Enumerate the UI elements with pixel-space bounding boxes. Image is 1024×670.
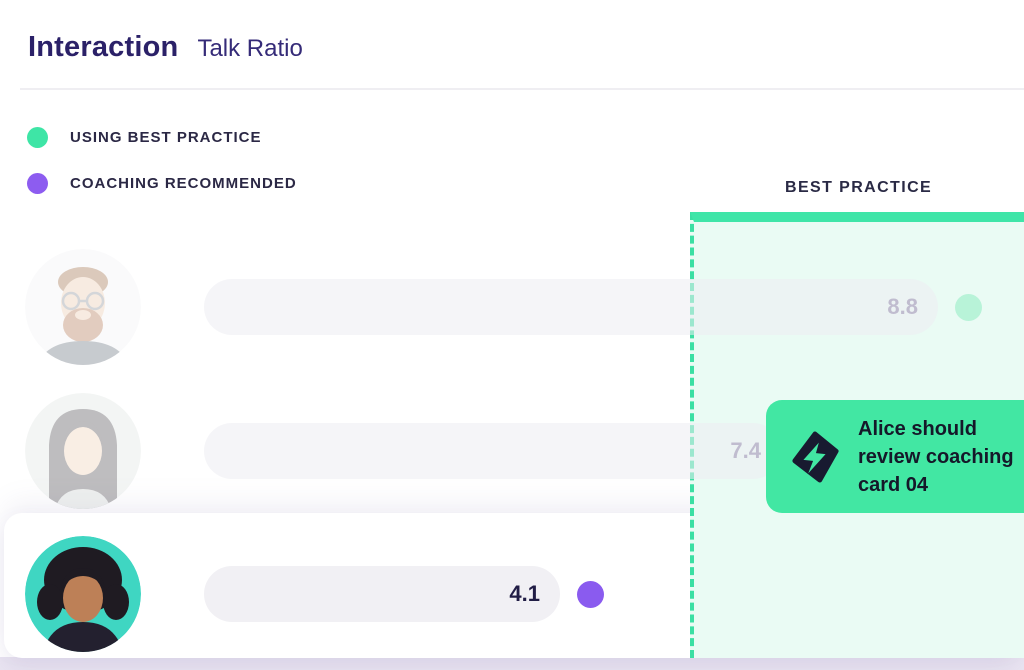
- avatar-man-with-beard-and-glasses[interactable]: [25, 249, 141, 365]
- legend-item-coaching: COACHING RECOMMENDED: [27, 173, 297, 194]
- talk-ratio-bar[interactable]: 8.8: [204, 279, 938, 335]
- page-bottom-edge: [0, 657, 1024, 670]
- rep-row-2: 7.4: [0, 393, 1024, 509]
- talk-ratio-bar[interactable]: 7.4: [204, 423, 781, 479]
- avatar-illustration: [25, 393, 141, 509]
- status-dot-best-practice[interactable]: [955, 293, 982, 321]
- talk-ratio-value: 7.4: [730, 438, 761, 463]
- page-title: Interaction: [28, 31, 179, 63]
- avatar-woman-with-curly-hair[interactable]: [25, 536, 141, 652]
- coaching-tooltip[interactable]: Alice should review coaching card 04: [766, 400, 1024, 513]
- legend-label: COACHING RECOMMENDED: [70, 175, 297, 192]
- legend-purple-dot-icon: [27, 173, 48, 194]
- page-subtitle: Talk Ratio: [197, 35, 303, 62]
- best-practice-zone-label: BEST PRACTICE: [785, 179, 933, 196]
- avatar-illustration: [25, 536, 141, 652]
- legend-item-best-practice: USING BEST PRACTICE: [27, 127, 297, 148]
- status-dot-coaching-recommended[interactable]: [577, 580, 604, 608]
- rep-row-1: 8.8: [0, 249, 1024, 365]
- talk-ratio-bar[interactable]: 4.1: [204, 566, 560, 622]
- legend-green-dot-icon: [27, 127, 48, 148]
- flash-badge-icon: [792, 431, 839, 482]
- rep-row-3-alice: 4.1: [0, 536, 1024, 652]
- header-divider: [20, 88, 1024, 90]
- talk-ratio-value: 8.8: [887, 294, 918, 319]
- legend-label: USING BEST PRACTICE: [70, 129, 262, 146]
- chart-header: Interaction Talk Ratio: [28, 31, 303, 64]
- avatar-illustration: [25, 249, 141, 365]
- avatar-woman-with-long-dark-hair[interactable]: [25, 393, 141, 509]
- legend: USING BEST PRACTICE COACHING RECOMMENDED: [27, 127, 297, 194]
- talk-ratio-value: 4.1: [509, 581, 540, 606]
- tooltip-text: Alice should review coaching card 04: [858, 417, 1014, 496]
